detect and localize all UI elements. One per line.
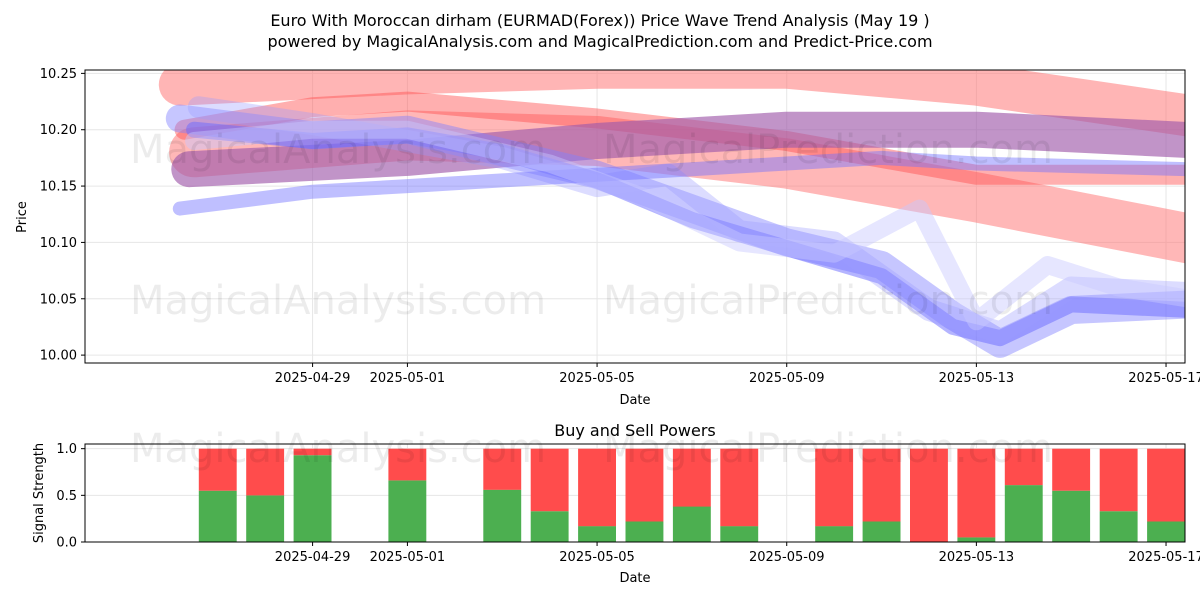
- sub-ytick-label: 1.0: [56, 442, 77, 457]
- series-wave-red-3: [174, 91, 1185, 185]
- sub-xtick-label: 2025-05-09: [749, 550, 825, 565]
- buy-bar: [862, 521, 901, 542]
- series-wave-blue-3: [187, 96, 1185, 344]
- main-xtick-label: 2025-04-29: [275, 371, 351, 386]
- series-wave-red-1: [158, 70, 1185, 137]
- main-ytick-label: 10.10: [40, 236, 77, 251]
- sell-bar: [483, 448, 522, 490]
- watermark-prediction-sub: MagicalPrediction.com: [603, 426, 1053, 472]
- sub-watermarks: MagicalAnalysis.com MagicalPrediction.co…: [130, 426, 1053, 472]
- watermark-analysis-sub: MagicalAnalysis.com: [130, 426, 546, 472]
- sell-bar: [1147, 448, 1185, 522]
- buy-bar: [672, 506, 711, 542]
- watermark-analysis-top: MagicalAnalysis.com: [130, 127, 546, 173]
- sell-bar: [672, 448, 711, 507]
- buy-bar: [625, 521, 664, 542]
- sell-bar: [1052, 448, 1091, 491]
- sell-bar: [910, 448, 948, 542]
- sell-bar: [246, 448, 285, 496]
- buy-bar: [198, 490, 237, 542]
- watermark-prediction-mid: MagicalPrediction.com: [603, 278, 1053, 324]
- series-wave-lavender-1: [185, 120, 1185, 331]
- main-watermarks: MagicalAnalysis.com MagicalPrediction.co…: [130, 127, 1053, 324]
- main-ytick-label: 10.00: [40, 349, 77, 364]
- sub-ytick-label: 0.0: [56, 536, 77, 551]
- main-ytick-label: 10.05: [40, 292, 77, 307]
- main-ytick-label: 10.15: [40, 180, 77, 195]
- sub-xtick-label: 2025-05-05: [559, 550, 635, 565]
- sell-bar: [530, 448, 569, 512]
- main-xtick-label: 2025-05-17: [1128, 371, 1200, 386]
- buy-bar: [530, 511, 569, 542]
- sell-bar: [578, 448, 616, 527]
- buy-bar: [246, 495, 285, 542]
- main-xlabel: Date: [619, 393, 650, 408]
- sub-xtick-label: 2025-04-29: [275, 550, 351, 565]
- sell-bar: [1004, 448, 1043, 486]
- sub-ylabel: Signal Strength: [32, 443, 47, 543]
- sub-bars-layer: [198, 448, 1185, 542]
- main-xtick-label: 2025-05-13: [939, 371, 1015, 386]
- sell-bar: [957, 448, 996, 538]
- sub-ticks: 2025-04-29 2025-05-01 2025-05-05 2025-05-09…: [56, 442, 1200, 565]
- main-ticks: 2025-04-29 2025-05-01 2025-05-05 2025-05-09…: [40, 67, 1200, 386]
- sell-bar: [198, 448, 237, 491]
- sub-xtick-label: 2025-05-13: [939, 550, 1015, 565]
- sell-bar: [388, 448, 427, 481]
- buy-bar: [1147, 521, 1185, 542]
- sell-bar: [862, 448, 901, 522]
- buy-bar: [1099, 511, 1138, 542]
- sell-bar: [720, 448, 759, 527]
- sub-xtick-label: 2025-05-01: [370, 550, 446, 565]
- sub-axes-frame: [84, 443, 1186, 543]
- sell-bar: [293, 448, 332, 456]
- sub-ytick-label: 0.5: [56, 489, 77, 504]
- sub-xlabel: Date: [619, 571, 650, 586]
- main-ytick-label: 10.20: [40, 123, 77, 138]
- buy-bar: [957, 537, 996, 542]
- series-wave-purple-1: [171, 111, 1185, 188]
- subchart-title: Buy and Sell Powers: [554, 421, 716, 440]
- main-axes-frame: [84, 69, 1186, 364]
- main-series-layer: [158, 70, 1185, 358]
- buy-bar: [388, 480, 427, 542]
- buy-bar: [815, 526, 854, 542]
- watermark-prediction-top: MagicalPrediction.com: [603, 127, 1053, 173]
- buy-bar: [1052, 490, 1091, 542]
- main-xtick-label: 2025-05-09: [749, 371, 825, 386]
- main-xtick-label: 2025-05-01: [370, 371, 446, 386]
- main-ytick-label: 10.25: [40, 67, 77, 82]
- watermark-analysis-mid: MagicalAnalysis.com: [130, 278, 546, 324]
- buy-bar: [1004, 485, 1043, 542]
- sub-xtick-label: 2025-05-17: [1128, 550, 1200, 565]
- buy-bar: [293, 455, 332, 542]
- chart-title-line2: powered by MagicalAnalysis.com and Magic…: [267, 32, 932, 51]
- sell-bar: [815, 448, 854, 527]
- sell-bar: [1099, 448, 1138, 512]
- buy-bar: [483, 489, 522, 542]
- buy-bar: [720, 526, 759, 542]
- sell-bar: [625, 448, 664, 522]
- main-xtick-label: 2025-05-05: [559, 371, 635, 386]
- main-ylabel: Price: [15, 201, 30, 233]
- series-wave-blue-2: [186, 121, 1185, 347]
- series-wave-blue-4: [172, 150, 1185, 216]
- buy-bar: [578, 526, 616, 542]
- chart-title-line1: Euro With Moroccan dirham (EURMAD(Forex)…: [270, 11, 929, 30]
